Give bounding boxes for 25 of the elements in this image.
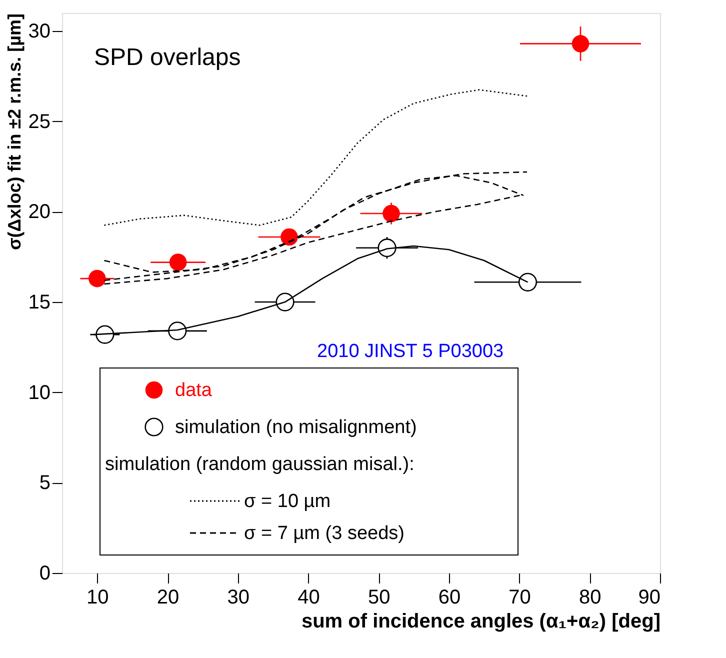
y-tick-label: 25 bbox=[28, 110, 50, 133]
x-tick-label: 60 bbox=[438, 586, 461, 608]
x-tick-label: 40 bbox=[298, 586, 320, 608]
y-axis-title: σ(Δxloc) fit in ±2 r.m.s. [µm] bbox=[4, 14, 24, 250]
x-tick-label: 10 bbox=[86, 586, 109, 608]
y-tick-label: 15 bbox=[28, 292, 50, 314]
y-tick-label: 0 bbox=[39, 562, 50, 584]
x-tick-label: 90 bbox=[638, 586, 660, 608]
x-axis-title: sum of incidence angles (α₁+α₂) [deg] bbox=[301, 610, 660, 632]
y-tick-label: 10 bbox=[28, 382, 50, 404]
text: SPD overlaps bbox=[94, 44, 241, 71]
x-tick-label: 30 bbox=[227, 586, 250, 608]
legend-title: simulation (random gaussian misal.): bbox=[105, 454, 414, 475]
legend-label: σ = 10 µm bbox=[244, 491, 331, 512]
x-tick-label: 20 bbox=[156, 586, 180, 608]
legend-label: simulation (no misalignment) bbox=[175, 417, 417, 438]
y-tick-label: 30 bbox=[28, 20, 50, 43]
y-tick-label: 5 bbox=[39, 472, 50, 494]
x-tick-label: 50 bbox=[368, 586, 390, 608]
x-tick-label: 70 bbox=[508, 586, 531, 608]
legend-label: data bbox=[175, 380, 212, 401]
x-tick-label: 80 bbox=[579, 586, 602, 608]
legend-label: σ = 7 µm (3 seeds) bbox=[244, 523, 404, 544]
y-tick-label: 20 bbox=[28, 201, 50, 224]
annotation: 2010 JINST 5 P03003 bbox=[317, 341, 504, 362]
